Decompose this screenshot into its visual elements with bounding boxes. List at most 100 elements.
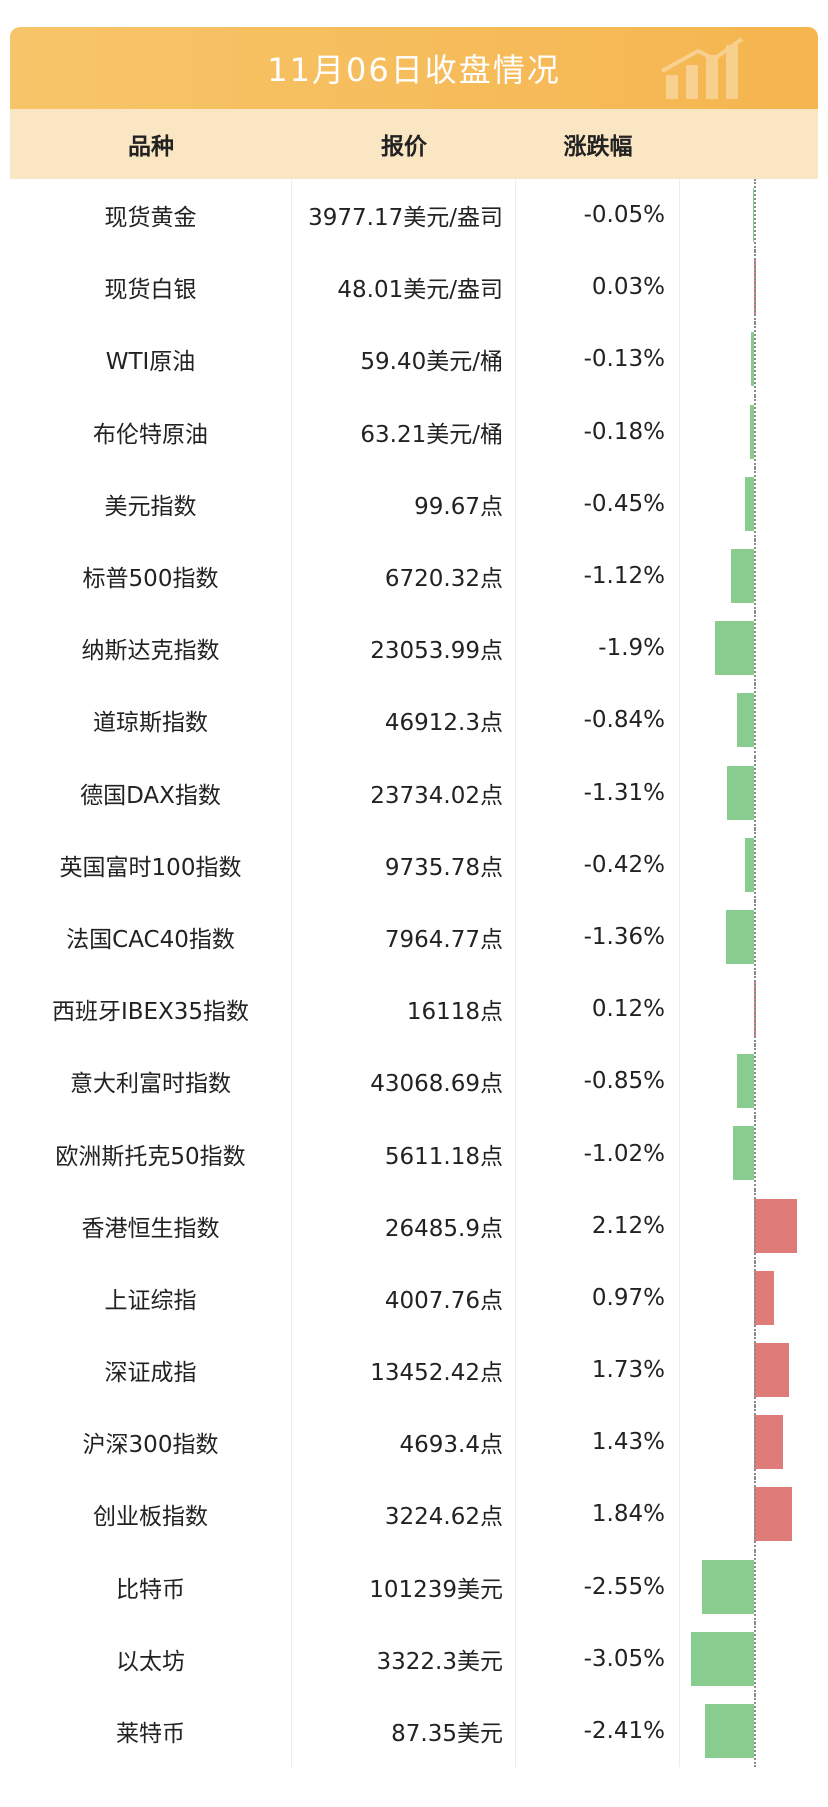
row-bar-cell bbox=[680, 684, 818, 757]
change-bar-negative bbox=[733, 1126, 754, 1181]
row-name: 现货白银 bbox=[10, 251, 292, 324]
zero-line bbox=[754, 973, 756, 1046]
row-price: 87.35美元 bbox=[292, 1694, 516, 1768]
row-change: 1.84% bbox=[516, 1478, 680, 1551]
change-bar-positive bbox=[754, 1198, 798, 1253]
row-name: 美元指数 bbox=[10, 467, 292, 540]
change-bar-positive bbox=[754, 1415, 784, 1470]
zero-line bbox=[754, 1117, 756, 1190]
table-row: 上证综指 4007.76点 0.97% bbox=[10, 1261, 818, 1334]
table-row: 现货黄金 3977.17美元/盎司 -0.05% bbox=[10, 179, 818, 252]
row-name: 纳斯达克指数 bbox=[10, 612, 292, 685]
table-row: 标普500指数 6720.32点 -1.12% bbox=[10, 539, 818, 613]
change-bar-negative bbox=[750, 404, 754, 459]
table-row: 莱特币 87.35美元 -2.41% bbox=[10, 1694, 818, 1768]
row-name: 欧洲斯托克50指数 bbox=[10, 1117, 292, 1190]
zero-line bbox=[754, 1550, 756, 1623]
row-price: 48.01美元/盎司 bbox=[292, 251, 516, 324]
row-change: -0.18% bbox=[516, 395, 680, 468]
row-price: 3224.62点 bbox=[292, 1478, 516, 1551]
row-name: WTI原油 bbox=[10, 323, 292, 396]
zero-line bbox=[754, 1622, 756, 1695]
row-change: -0.05% bbox=[516, 179, 680, 252]
row-change: -0.85% bbox=[516, 1045, 680, 1118]
row-name: 标普500指数 bbox=[10, 539, 292, 613]
zero-line bbox=[754, 1406, 756, 1479]
row-name: 德国DAX指数 bbox=[10, 756, 292, 829]
row-price: 16118点 bbox=[292, 973, 516, 1046]
row-bar-cell bbox=[680, 395, 818, 468]
header-name: 品种 bbox=[128, 134, 174, 160]
row-name: 香港恒生指数 bbox=[10, 1189, 292, 1262]
row-price: 9735.78点 bbox=[292, 828, 516, 901]
row-change: -2.41% bbox=[516, 1694, 680, 1768]
change-bar-negative bbox=[736, 1054, 754, 1109]
row-name: 深证成指 bbox=[10, 1334, 292, 1407]
row-name: 现货黄金 bbox=[10, 179, 292, 252]
table-row: 布伦特原油 63.21美元/桶 -0.18% bbox=[10, 395, 818, 468]
table-row: 意大利富时指数 43068.69点 -0.85% bbox=[10, 1045, 818, 1118]
zero-line bbox=[754, 467, 756, 540]
row-bar-cell bbox=[680, 756, 818, 829]
row-price: 3322.3美元 bbox=[292, 1622, 516, 1695]
zero-line bbox=[754, 251, 756, 324]
change-bar-negative bbox=[731, 548, 754, 603]
row-bar-cell bbox=[680, 1334, 818, 1407]
table-body: 现货黄金 3977.17美元/盎司 -0.05% 现货白银 48.01美元/盎司 0.03… bbox=[10, 179, 818, 1768]
row-change: -0.42% bbox=[516, 828, 680, 901]
title-banner: 11月06日收盘情况 bbox=[10, 27, 818, 109]
row-price: 63.21美元/桶 bbox=[292, 395, 516, 468]
zero-line bbox=[754, 1045, 756, 1118]
row-bar-cell bbox=[680, 539, 818, 613]
row-change: -1.36% bbox=[516, 900, 680, 974]
row-bar-cell bbox=[680, 323, 818, 396]
table-row: 道琼斯指数 46912.3点 -0.84% bbox=[10, 684, 818, 757]
row-change: 2.12% bbox=[516, 1189, 680, 1262]
row-bar-cell bbox=[680, 900, 818, 974]
row-price: 13452.42点 bbox=[292, 1334, 516, 1407]
row-price: 5611.18点 bbox=[292, 1117, 516, 1190]
table-row: 英国富时100指数 9735.78点 -0.42% bbox=[10, 828, 818, 901]
row-change: -1.9% bbox=[516, 612, 680, 685]
row-name: 意大利富时指数 bbox=[10, 1045, 292, 1118]
row-name: 创业板指数 bbox=[10, 1478, 292, 1551]
change-bar-positive bbox=[754, 1343, 790, 1397]
change-bar-negative bbox=[744, 476, 754, 531]
row-bar-cell bbox=[680, 612, 818, 685]
row-bar-cell bbox=[680, 1261, 818, 1334]
zero-line bbox=[754, 395, 756, 468]
row-bar-cell bbox=[680, 973, 818, 1046]
row-name: 比特币 bbox=[10, 1550, 292, 1623]
row-price: 6720.32点 bbox=[292, 539, 516, 613]
row-change: 0.12% bbox=[516, 973, 680, 1046]
change-bar-negative bbox=[752, 188, 754, 242]
table-row: 西班牙IBEX35指数 16118点 0.12% bbox=[10, 973, 818, 1046]
row-name: 西班牙IBEX35指数 bbox=[10, 973, 292, 1046]
row-bar-cell bbox=[680, 1045, 818, 1118]
zero-line bbox=[754, 179, 756, 252]
row-name: 道琼斯指数 bbox=[10, 684, 292, 757]
row-name: 上证综指 bbox=[10, 1261, 292, 1334]
row-name: 英国富时100指数 bbox=[10, 828, 292, 901]
row-name: 沪深300指数 bbox=[10, 1406, 292, 1479]
zero-line bbox=[754, 1189, 756, 1262]
row-bar-cell bbox=[680, 179, 818, 252]
zero-line bbox=[754, 828, 756, 901]
row-price: 26485.9点 bbox=[292, 1189, 516, 1262]
table-row: 深证成指 13452.42点 1.73% bbox=[10, 1334, 818, 1407]
table-row: 欧洲斯托克50指数 5611.18点 -1.02% bbox=[10, 1117, 818, 1190]
header-price: 报价 bbox=[381, 134, 427, 160]
row-name: 以太坊 bbox=[10, 1622, 292, 1695]
row-name: 布伦特原油 bbox=[10, 395, 292, 468]
row-change: -2.55% bbox=[516, 1550, 680, 1623]
row-bar-cell bbox=[680, 1550, 818, 1623]
header-bar bbox=[680, 109, 818, 179]
row-price: 23053.99点 bbox=[292, 612, 516, 685]
row-change: 1.73% bbox=[516, 1334, 680, 1407]
row-price: 46912.3点 bbox=[292, 684, 516, 757]
row-change: -0.84% bbox=[516, 684, 680, 757]
change-bar-negative bbox=[691, 1631, 754, 1686]
row-price: 101239美元 bbox=[292, 1550, 516, 1623]
zero-line bbox=[754, 684, 756, 757]
zero-line bbox=[754, 1478, 756, 1551]
